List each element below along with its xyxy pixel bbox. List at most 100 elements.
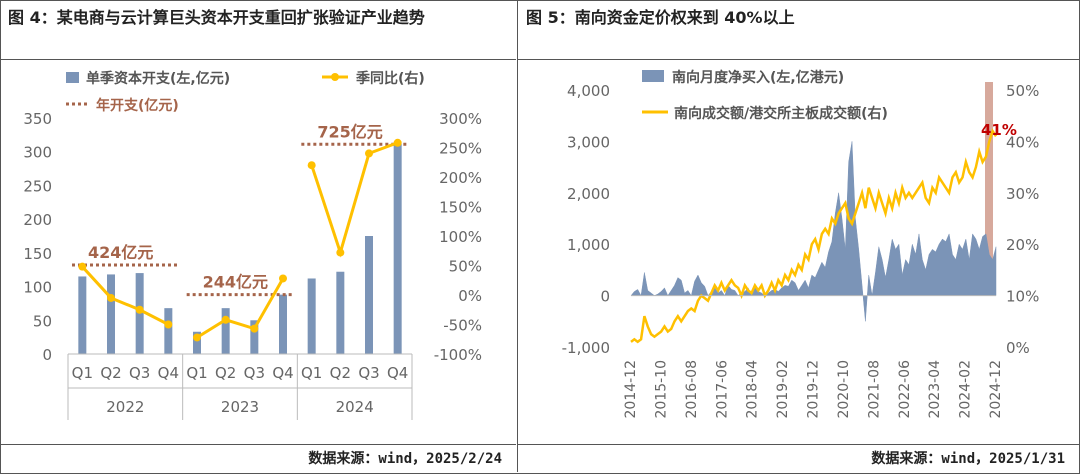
yoy-point [279, 274, 287, 283]
left-axis-tick: 0 [600, 288, 610, 306]
left-axis-tick: 4,000 [567, 82, 610, 100]
left-axis-tick: 300 [23, 144, 52, 162]
right-axis-tick: 250% [439, 140, 482, 158]
turnover-share-line [630, 128, 998, 344]
left-axis-tick: 150 [23, 245, 52, 263]
x-axis-tick: 2024-02 [958, 360, 974, 419]
annual-capex-label: 424亿元 [88, 243, 153, 262]
annual-capex-label: 244亿元 [203, 273, 268, 292]
yoy-point [336, 248, 345, 257]
x-axis-tick: 2018-04 [745, 360, 761, 419]
yoy-line [196, 277, 285, 339]
left-axis-tick: 0 [42, 346, 52, 364]
right-axis-tick: 0% [1006, 339, 1030, 357]
left-panel-source: 数据来源：wind，2025/2/24 [0, 444, 516, 472]
left-axis-tick: 3,000 [567, 133, 610, 151]
quarter-label: Q3 [129, 364, 150, 382]
right-axis-tick: 300% [439, 110, 482, 128]
quarter-label: Q1 [301, 364, 322, 382]
yoy-line [310, 141, 399, 258]
yoy-point [107, 293, 115, 302]
capex-bar [107, 274, 115, 354]
share-annotation: 41% [981, 121, 1017, 139]
annual-capex-label: 725亿元 [317, 122, 382, 141]
legend-label-netbuy: 南向月度净买入(左,亿港元) [672, 69, 844, 86]
right-axis-tick: 200% [439, 169, 482, 187]
capex-chart: 0 50 100 150 200 250 300 350 -100% -50% 0% 50% 100% 1… [23, 70, 482, 420]
quarter-label: Q4 [272, 364, 293, 382]
right-axis-tick: 30% [1006, 185, 1039, 203]
quarter-label: Q1 [72, 364, 93, 382]
yoy-point [164, 320, 173, 329]
x-axis-tick: 2016-08 [684, 360, 700, 419]
capex-bar [250, 320, 259, 354]
legend-marker-yoy [331, 73, 339, 81]
right-axis-tick: 10% [1006, 288, 1039, 306]
yoy-point [78, 262, 87, 271]
x-axis-tick: 2024-12 [988, 360, 1004, 419]
quarter-label: Q4 [387, 364, 408, 382]
yoy-point [193, 333, 201, 342]
right-axis-tick: 150% [439, 199, 482, 217]
quarter-label: Q3 [358, 364, 379, 382]
right-axis-tick: -100% [434, 346, 482, 364]
right-panel: 图 5：南向资金定价权来到 40%以上 -1,000 0 1,000 2,000 3,0… [517, 0, 1079, 472]
yoy-point [135, 305, 144, 314]
x-axis-tick: 2014-12 [623, 360, 639, 419]
yoy-point [307, 161, 316, 170]
right-panel-source: 数据来源：wind，2025/1/31 [518, 444, 1079, 472]
capex-bar [365, 236, 373, 354]
right-axis-tick: 0% [458, 287, 482, 305]
x-axis-tick: 2022-06 [897, 360, 913, 419]
right-axis-tick: 100% [439, 228, 482, 246]
quarter-label: Q2 [100, 364, 121, 382]
x-axis-tick: 2019-02 [775, 360, 791, 419]
quarter-label: Q1 [186, 364, 207, 382]
left-axis-tick: 2,000 [567, 185, 610, 203]
left-axis-tick: 100 [23, 279, 52, 297]
right-axis-tick: 50% [1006, 82, 1039, 100]
x-axis-tick: 2023-04 [927, 360, 943, 419]
quarter-label: Q2 [330, 364, 351, 382]
quarter-label: Q2 [215, 364, 236, 382]
legend-label-share: 南向成交额/港交所主板成交额(右) [674, 105, 888, 122]
x-axis-tick: 2017-06 [714, 360, 730, 419]
left-axis-tick: 350 [23, 110, 52, 128]
yoy-point [221, 315, 230, 324]
legend-label-capex: 单季资本开支(左,亿元) [86, 70, 230, 87]
left-axis-tick: 250 [23, 177, 52, 195]
left-axis-tick: -1,000 [562, 339, 610, 357]
x-axis-tick: 2015-10 [653, 360, 669, 419]
x-axis-tick: 2019-12 [806, 360, 822, 419]
right-axis-tick: 50% [449, 258, 482, 276]
left-panel-title: 图 4：某电商与云计算巨头资本开支重回扩张验证产业趋势 [0, 0, 516, 60]
right-panel-title: 图 5：南向资金定价权来到 40%以上 [518, 0, 1079, 60]
right-axis-tick: 40% [1006, 133, 1039, 151]
quarter-label: Q3 [244, 364, 265, 382]
southbound-chart: -1,000 0 1,000 2,000 3,000 4,000 0% 10% 20% 30% 40… [562, 69, 1040, 419]
right-axis-tick: -50% [443, 317, 482, 335]
legend-label-annual: 年开支(亿元) [96, 97, 179, 114]
yoy-point [365, 149, 373, 158]
net-buy-area [630, 141, 997, 322]
highlight-band [985, 82, 993, 296]
x-axis-tick: 2021-08 [866, 360, 882, 419]
left-axis-tick: 200 [23, 211, 52, 229]
capex-bar [164, 308, 173, 354]
right-axis-tick: 20% [1006, 236, 1039, 254]
legend-swatch-netbuy [642, 70, 664, 82]
quarter-label: Q4 [158, 364, 179, 382]
year-label: 2024 [336, 398, 374, 416]
year-label: 2022 [106, 398, 144, 416]
legend-swatch-capex [66, 72, 79, 83]
left-axis-tick: 50 [33, 312, 52, 330]
yoy-point [250, 324, 259, 333]
legend-label-yoy: 季同比(右) [355, 70, 425, 87]
capex-bar [307, 278, 316, 354]
yoy-point [393, 138, 402, 147]
left-panel: 图 4：某电商与云计算巨头资本开支重回扩张验证产业趋势 0 50 100 150 200… [0, 0, 516, 472]
capex-bar [193, 331, 201, 354]
yoy-line [81, 265, 170, 326]
year-label: 2023 [221, 398, 259, 416]
left-axis-tick: 1,000 [567, 236, 610, 254]
